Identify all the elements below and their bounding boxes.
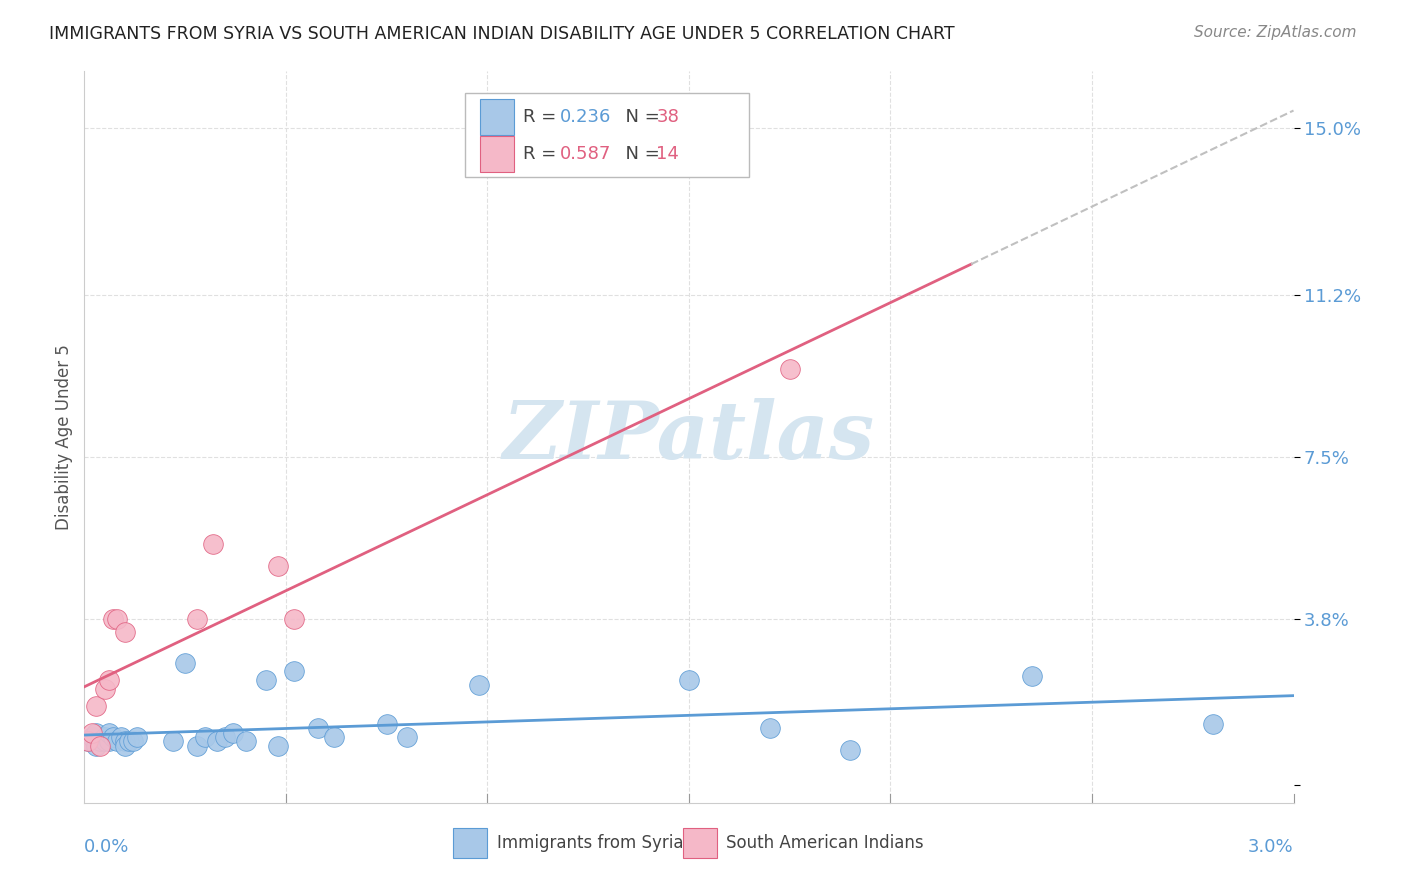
Text: Immigrants from Syria: Immigrants from Syria	[496, 834, 683, 852]
Text: R =: R =	[523, 145, 562, 163]
Point	[105, 734, 128, 748]
Text: 0.587: 0.587	[560, 145, 612, 163]
FancyBboxPatch shape	[453, 828, 486, 858]
Point	[118, 734, 141, 748]
Point	[86, 699, 108, 714]
Point	[86, 725, 108, 739]
Text: 0.0%: 0.0%	[84, 838, 129, 855]
Text: ZIPatlas: ZIPatlas	[503, 399, 875, 475]
Text: IMMIGRANTS FROM SYRIA VS SOUTH AMERICAN INDIAN DISABILITY AGE UNDER 5 CORRELATIO: IMMIGRANTS FROM SYRIA VS SOUTH AMERICAN …	[49, 25, 955, 43]
Point	[235, 734, 257, 748]
Text: 0.236: 0.236	[560, 108, 612, 126]
FancyBboxPatch shape	[479, 99, 513, 136]
Point	[89, 739, 111, 753]
Point	[82, 725, 104, 739]
Point	[307, 722, 329, 736]
Text: Source: ZipAtlas.com: Source: ZipAtlas.com	[1194, 25, 1357, 40]
Point	[114, 734, 136, 748]
Point	[207, 734, 229, 748]
Point	[254, 673, 277, 688]
Point	[375, 717, 398, 731]
Point	[194, 730, 217, 744]
Point	[101, 730, 124, 744]
Point	[97, 725, 120, 739]
Point	[93, 681, 115, 696]
Point	[77, 734, 100, 748]
Text: N =: N =	[614, 108, 665, 126]
Text: R =: R =	[523, 108, 562, 126]
Point	[97, 734, 120, 748]
Point	[202, 537, 225, 551]
Point	[89, 734, 111, 748]
Point	[758, 722, 780, 736]
Point	[267, 559, 290, 574]
Point	[162, 734, 184, 748]
Point	[125, 730, 148, 744]
Text: N =: N =	[614, 145, 665, 163]
Point	[283, 612, 305, 626]
Point	[468, 677, 491, 691]
Point	[105, 612, 128, 626]
Point	[323, 730, 346, 744]
FancyBboxPatch shape	[479, 136, 513, 172]
Point	[395, 730, 418, 744]
Point	[222, 725, 245, 739]
Point	[678, 673, 700, 688]
Point	[267, 739, 290, 753]
Point	[114, 739, 136, 753]
Point	[86, 739, 108, 753]
Point	[110, 730, 132, 744]
Point	[101, 612, 124, 626]
FancyBboxPatch shape	[683, 828, 717, 858]
Text: 14: 14	[657, 145, 679, 163]
Point	[186, 612, 208, 626]
Text: South American Indians: South American Indians	[727, 834, 924, 852]
Point	[283, 665, 305, 679]
Point	[93, 730, 115, 744]
Point	[174, 656, 197, 670]
Point	[121, 734, 143, 748]
Point	[839, 743, 862, 757]
Point	[779, 362, 801, 376]
Point	[82, 730, 104, 744]
Point	[77, 734, 100, 748]
FancyBboxPatch shape	[465, 94, 749, 178]
Point	[114, 625, 136, 640]
Point	[1202, 717, 1225, 731]
Point	[93, 734, 115, 748]
Text: 3.0%: 3.0%	[1249, 838, 1294, 855]
Point	[1021, 669, 1043, 683]
Point	[214, 730, 236, 744]
Point	[97, 673, 120, 688]
Point	[186, 739, 208, 753]
Text: 38: 38	[657, 108, 679, 126]
Y-axis label: Disability Age Under 5: Disability Age Under 5	[55, 344, 73, 530]
